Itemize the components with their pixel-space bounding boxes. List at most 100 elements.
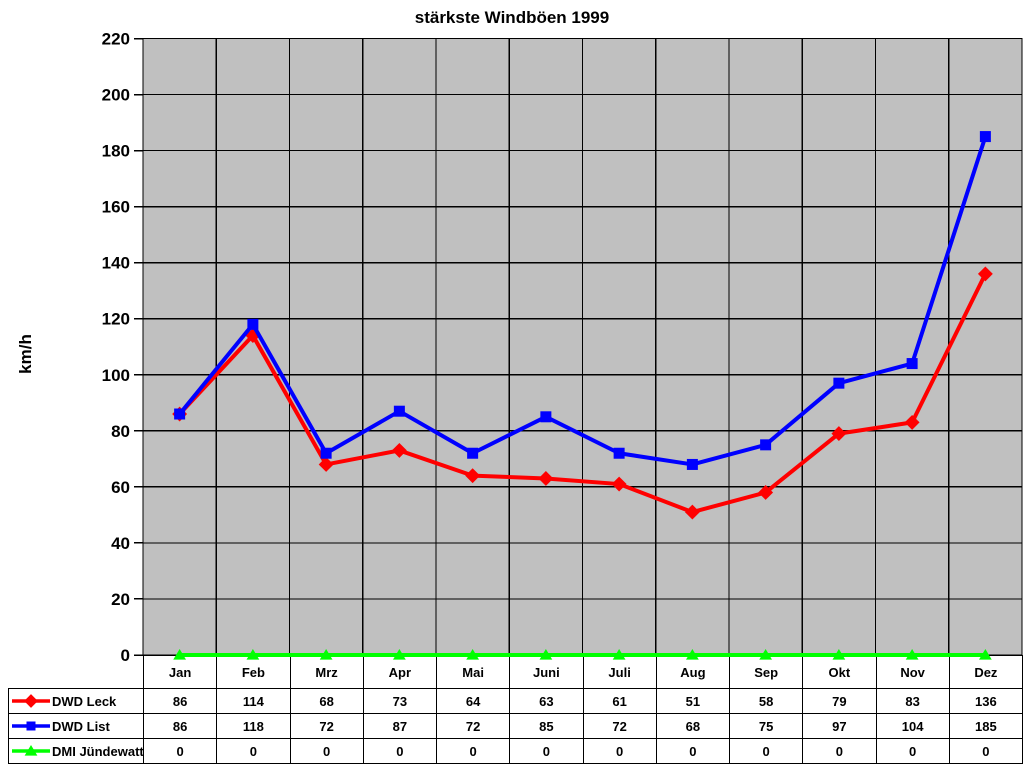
value-cell: 0	[142, 738, 218, 764]
square-marker-icon	[540, 411, 552, 423]
square-legend-key-icon	[12, 721, 50, 731]
y-tick-label: 140	[102, 254, 130, 273]
value-cell: 0	[875, 738, 950, 764]
y-tick-label: 100	[102, 366, 130, 385]
value-cell: 86	[142, 713, 218, 739]
value-cell: 87	[362, 713, 438, 739]
value-cell: 72	[435, 713, 511, 739]
legend-item: DWD Leck	[8, 688, 144, 714]
value-cell: 86	[142, 688, 218, 714]
diamond-marker-icon	[465, 468, 481, 484]
value-cell: 68	[289, 688, 364, 714]
y-axis-ticks	[134, 37, 143, 656]
chart-title: stärkste Windböen 1999	[414, 8, 610, 27]
value-cell: 0	[289, 738, 364, 764]
value-cell: 118	[216, 713, 291, 739]
value-cell: 0	[509, 738, 584, 764]
value-cell: 61	[582, 688, 657, 714]
square-marker-icon	[320, 447, 332, 459]
square-marker-icon	[393, 405, 405, 417]
value-cell: 185	[948, 713, 1024, 739]
diamond-marker-icon	[684, 504, 700, 520]
y-axis-title: km/h	[16, 334, 35, 374]
diamond-marker-icon	[172, 406, 188, 422]
table-row: DWD List 86 118 72 87 72 85 72 68 75 97 104 185	[8, 713, 1024, 739]
value-cell: 85	[509, 713, 584, 739]
diamond-marker-icon	[904, 414, 920, 430]
diamond-marker-icon	[977, 266, 993, 282]
y-tick-label: 180	[102, 142, 130, 161]
value-cell: 136	[948, 688, 1024, 714]
value-cell: 72	[582, 713, 657, 739]
month-label: Nov	[875, 655, 950, 689]
triangle-marker-icon	[24, 744, 38, 756]
diamond-marker-icon	[758, 485, 774, 500]
value-cell: 68	[655, 713, 731, 739]
legend-key	[12, 744, 50, 758]
value-cell: 0	[435, 738, 511, 764]
square-marker-icon	[26, 721, 36, 731]
square-marker-icon	[906, 358, 918, 370]
y-tick-label: 220	[102, 30, 130, 49]
table-row: DWD Leck 86 114 68 73 64 63 61 51 58 79 83 136	[8, 688, 1024, 714]
y-tick-label: 200	[102, 86, 130, 105]
value-cell: 51	[655, 688, 731, 714]
value-cell: 0	[802, 738, 877, 764]
diamond-marker-icon	[611, 476, 627, 492]
value-cell: 64	[435, 688, 511, 714]
y-tick-label: 120	[102, 310, 130, 329]
month-label: Juli	[582, 655, 657, 689]
y-tick-label: 160	[102, 198, 130, 217]
diamond-marker-icon	[318, 457, 334, 472]
legend-item: DMI Jündewatt	[8, 738, 144, 764]
square-marker-icon	[174, 408, 186, 420]
triangle-legend-key-icon	[12, 744, 50, 756]
value-cell: 79	[802, 688, 877, 714]
value-cell: 72	[289, 713, 364, 739]
value-cell: 63	[509, 688, 584, 714]
y-tick-label: 40	[111, 534, 130, 553]
square-marker-icon	[979, 131, 991, 143]
legend-key	[12, 694, 50, 708]
month-label: Okt	[802, 655, 877, 689]
table-corner-spacer	[8, 655, 144, 689]
square-marker-icon	[613, 447, 625, 459]
value-cell: 0	[948, 738, 1024, 764]
plot-border	[142, 37, 1023, 656]
square-marker-icon	[760, 439, 772, 451]
value-cell: 0	[362, 738, 438, 764]
series-dwd-leck	[172, 266, 993, 520]
value-cell: 75	[728, 713, 804, 739]
diamond-marker-icon	[538, 471, 554, 486]
legend-item: DWD List	[8, 713, 144, 739]
legend-key	[12, 719, 50, 733]
table-row: DMI Jündewatt 0 0 0 0 0 0 0 0 0 0 0 0	[8, 738, 1024, 764]
month-label: Sep	[728, 655, 804, 689]
diamond-marker-icon	[831, 426, 847, 442]
value-cell: 73	[362, 688, 438, 714]
value-cell: 104	[875, 713, 950, 739]
square-marker-icon	[833, 377, 845, 389]
months-row: Jan Feb Mrz Apr Mai Juni Juli Aug Sep Okt Nov Dez	[8, 655, 1024, 689]
value-cell: 0	[655, 738, 731, 764]
month-label: Apr	[362, 655, 438, 689]
month-label: Dez	[948, 655, 1024, 689]
value-cell: 97	[802, 713, 877, 739]
series-name-label: DMI Jündewatt	[52, 743, 144, 759]
square-marker-icon	[467, 447, 479, 459]
month-label: Mrz	[289, 655, 364, 689]
y-tick-label: 60	[111, 478, 130, 497]
month-label: Juni	[509, 655, 584, 689]
diamond-legend-key-icon	[12, 694, 50, 708]
month-label: Aug	[655, 655, 731, 689]
diamond-marker-icon	[391, 442, 407, 458]
square-marker-icon	[686, 458, 698, 470]
series-line	[178, 273, 988, 515]
gridlines	[143, 38, 1022, 655]
value-cell: 0	[728, 738, 804, 764]
month-label: Mai	[435, 655, 511, 689]
series-line	[178, 135, 988, 467]
